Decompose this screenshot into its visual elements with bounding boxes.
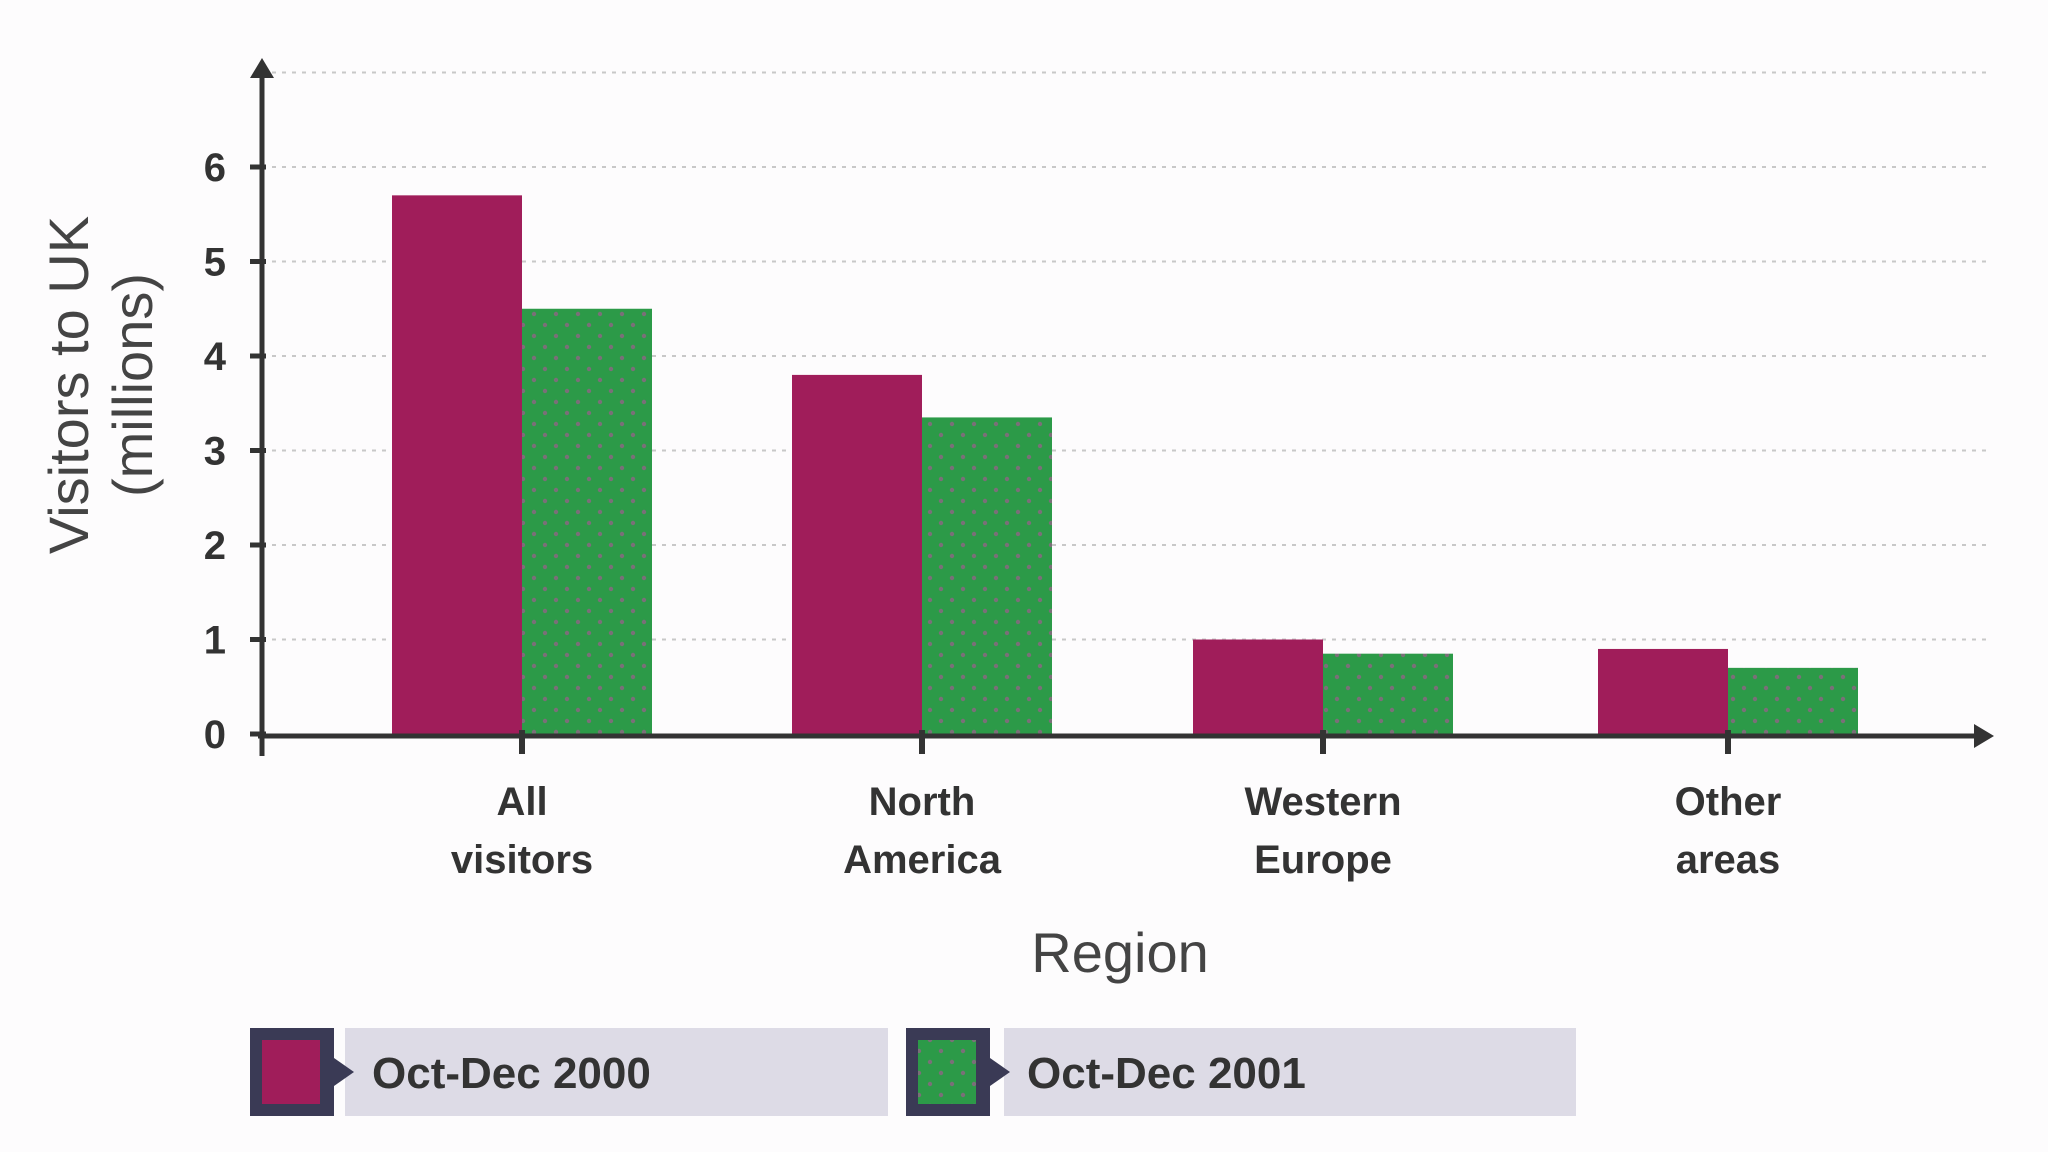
tick-labels: 0 1 2 3 4 5 6	[204, 146, 227, 757]
legend-label-box-2000	[345, 1028, 888, 1116]
bar-2001-cat-0	[522, 308, 652, 734]
y-tick-label: 2	[204, 524, 226, 568]
bar-2000-cat-3	[1598, 648, 1728, 734]
legend-item-2000: Oct-Dec 2000	[250, 1028, 888, 1116]
x-axis-arrow	[1974, 724, 1994, 748]
legend-swatch-2000	[262, 1040, 320, 1104]
legend-item-2001: Oct-Dec 2001	[906, 1028, 1576, 1116]
y-axis-arrow	[250, 58, 274, 78]
x-category-label: Other	[1675, 780, 1782, 824]
bar-2001-cat-3	[1728, 667, 1858, 734]
x-category-label: All	[496, 780, 547, 824]
bar-2000-cat-1	[792, 374, 922, 734]
legend-label-box-2001	[1004, 1028, 1576, 1116]
legend-label-2000: Oct-Dec 2000	[372, 1049, 651, 1098]
y-axis-title-line-1: Visitors to UK	[37, 216, 100, 554]
bar-2000-cat-2	[1193, 639, 1323, 734]
x-category-label: Europe	[1254, 838, 1392, 882]
bar-2001-cat-1	[922, 417, 1052, 734]
x-category-label: areas	[1676, 838, 1781, 882]
legend: Oct-Dec 2000 Oct-Dec 2001	[250, 1028, 1576, 1116]
legend-pointer-2000	[334, 1058, 354, 1086]
bar-2000-cat-0	[392, 195, 522, 735]
y-tick-label: 1	[204, 619, 226, 663]
x-category-label: America	[843, 838, 1002, 882]
bars	[392, 195, 1858, 735]
gridlines	[272, 71, 1990, 641]
axes	[250, 58, 1994, 756]
x-axis-title: Region	[1031, 921, 1208, 984]
x-category-label: visitors	[451, 838, 593, 882]
y-tick-label: 3	[204, 430, 226, 474]
bar-2001-cat-2	[1323, 653, 1453, 734]
legend-swatch-2001	[918, 1040, 976, 1104]
y-axis-title: Visitors to UK (millions)	[37, 216, 164, 554]
x-category-label: Western	[1244, 780, 1401, 824]
y-tick-label: 4	[204, 335, 227, 379]
category-labels: All visitors North America Western Europe Othe…	[451, 780, 1781, 882]
y-tick-label: 6	[204, 146, 226, 190]
x-category-label: North	[869, 780, 976, 824]
legend-pointer-2001	[990, 1058, 1010, 1086]
y-axis-title-line-2: (millions)	[101, 273, 164, 497]
y-tick-label: 0	[204, 713, 226, 757]
legend-label-2001: Oct-Dec 2001	[1027, 1049, 1306, 1098]
y-tick-label: 5	[204, 241, 226, 285]
